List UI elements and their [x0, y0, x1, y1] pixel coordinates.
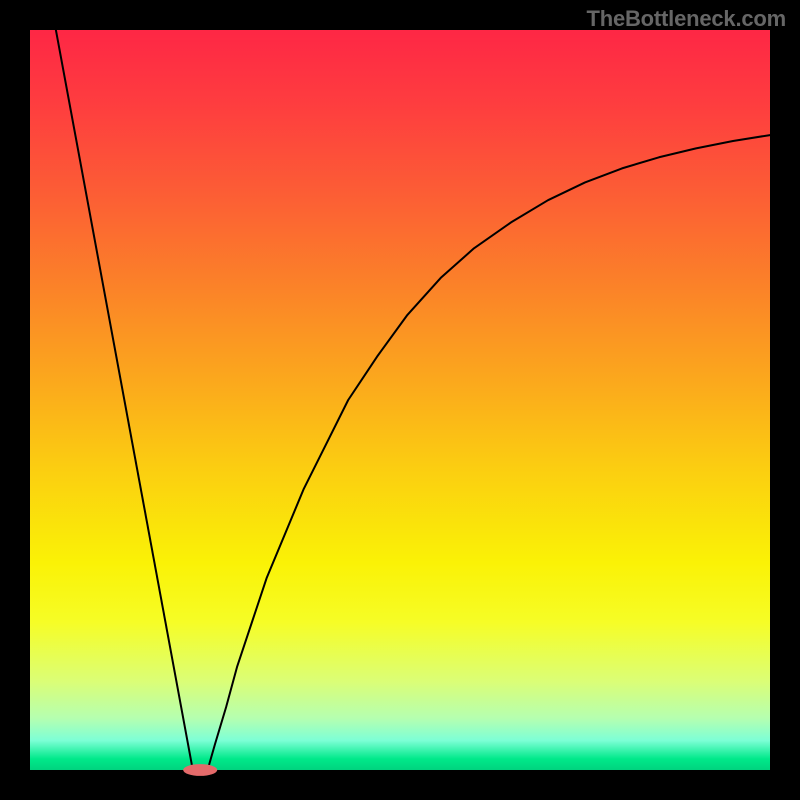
chart-container: TheBottleneck.com: [0, 0, 800, 800]
min-marker: [183, 764, 217, 776]
watermark-text: TheBottleneck.com: [586, 6, 786, 32]
chart-svg: [0, 0, 800, 800]
plot-area: [30, 30, 770, 770]
